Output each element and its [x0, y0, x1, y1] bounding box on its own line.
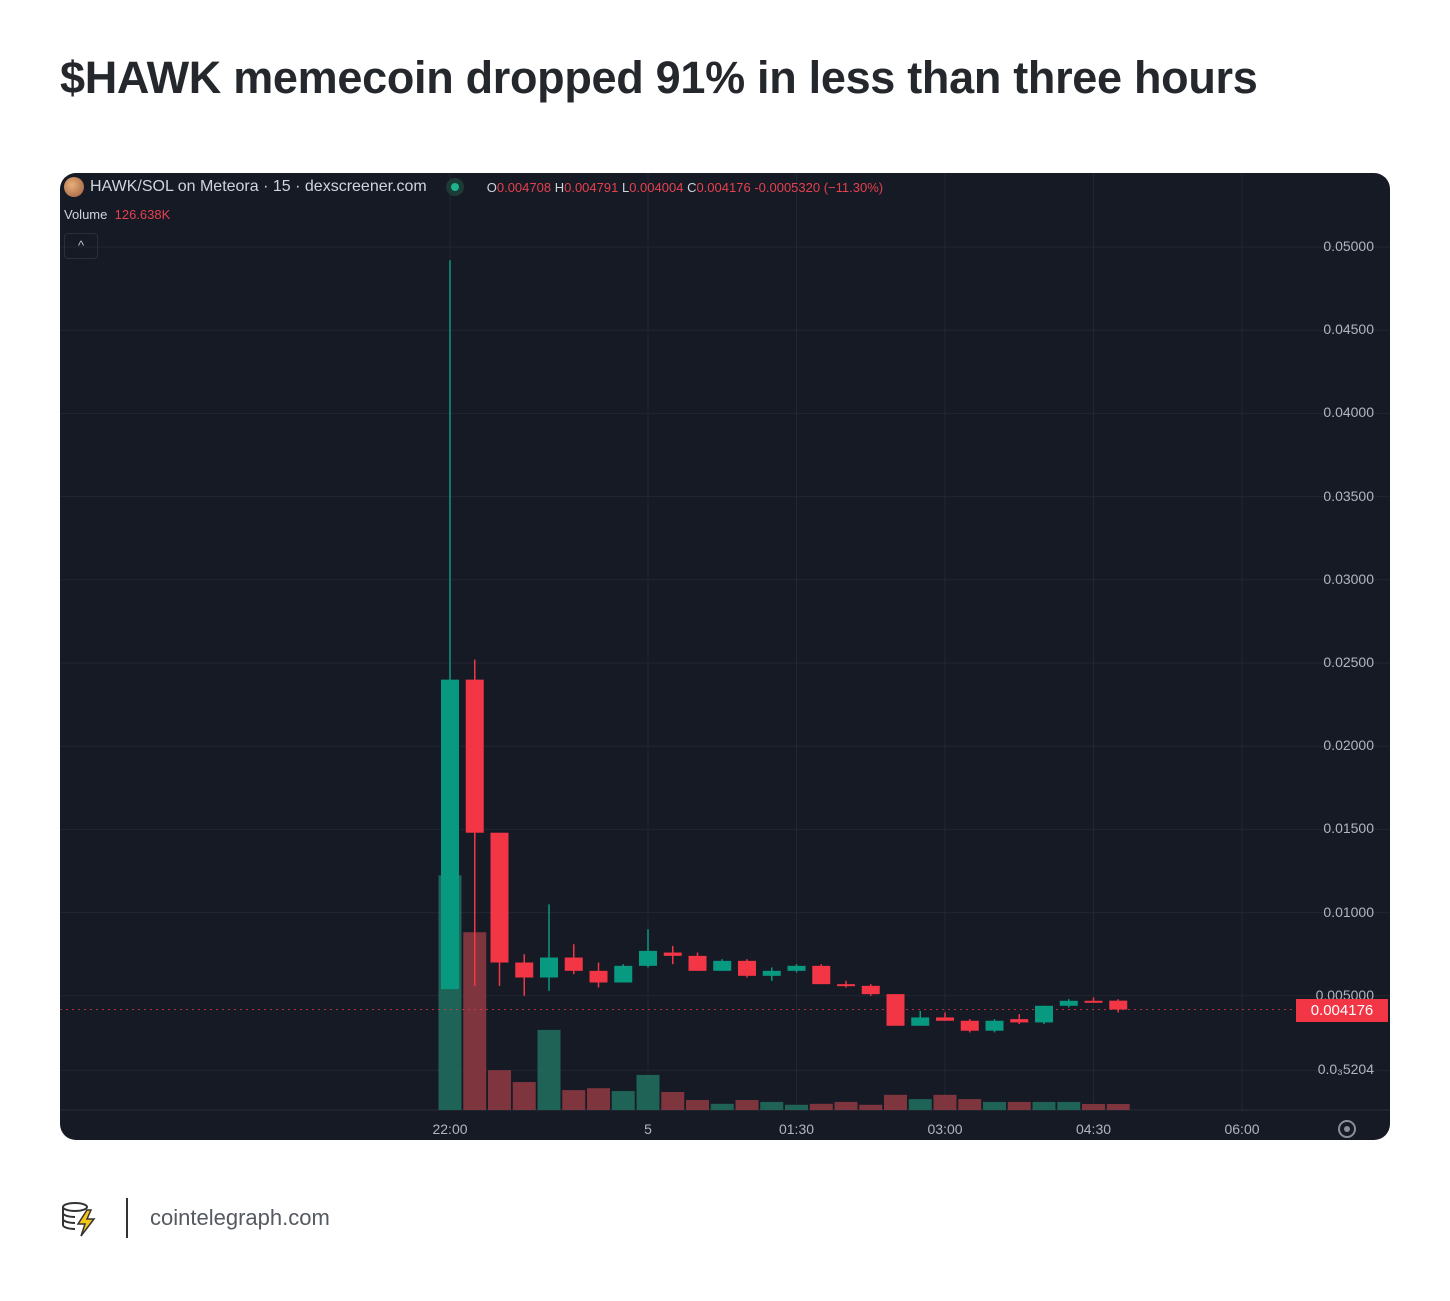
volume-bar — [785, 1104, 808, 1110]
candle-down — [837, 984, 855, 987]
candlestick-chart[interactable]: HAWK/SOL on Meteora · 15 · dexscreener.c… — [60, 173, 1390, 1140]
volume-bar — [636, 1074, 660, 1110]
candle-down — [861, 985, 880, 995]
volume-bar — [710, 1103, 734, 1110]
candle-down — [936, 1017, 954, 1021]
candle-down — [688, 955, 707, 971]
volume-bar — [958, 1099, 982, 1110]
price-tick-label: 0.03000 — [1323, 570, 1374, 587]
candle-down — [663, 952, 682, 956]
volume-bar — [537, 1029, 561, 1110]
volume-bar — [1082, 1103, 1105, 1110]
candle-down — [490, 832, 509, 963]
price-tick-label: 0.01000 — [1323, 903, 1374, 920]
candle-up — [639, 950, 657, 966]
volume-bar — [1007, 1101, 1031, 1110]
candle-up — [911, 1017, 930, 1026]
volume-bar — [834, 1101, 858, 1110]
volume-bar — [661, 1091, 685, 1110]
price-tick-label: 0.01500 — [1323, 820, 1374, 837]
candle-up — [1035, 1005, 1053, 1023]
chart-plot[interactable] — [60, 173, 1390, 1140]
volume-bar — [760, 1101, 784, 1110]
settings-gear-icon[interactable] — [1338, 1120, 1356, 1138]
candle-down — [589, 970, 608, 983]
time-tick-label: 5 — [644, 1121, 652, 1137]
chart-header: HAWK/SOL on Meteora · 15 · dexscreener.c… — [64, 177, 883, 197]
last-price-label: 0.004176 — [1296, 999, 1388, 1022]
time-tick-label: 06:00 — [1224, 1121, 1260, 1137]
token-avatar-icon — [64, 177, 84, 197]
volume-bar — [908, 1099, 932, 1110]
volume-bar — [983, 1101, 1006, 1110]
candle-down — [960, 1020, 979, 1031]
ohlc-readout: O0.004708 H0.004791 L0.004004 C0.004176 … — [486, 179, 884, 195]
candle-down — [812, 965, 831, 985]
candle-up — [713, 960, 732, 971]
footer: cointelegraph.com — [60, 1198, 330, 1238]
volume-bar — [587, 1088, 610, 1110]
candle-up — [787, 965, 806, 971]
volume-bar — [463, 932, 487, 1110]
symbol-label: HAWK/SOL on Meteora · 15 · dexscreener.c… — [90, 178, 427, 195]
time-tick-label: 01:30 — [778, 1121, 815, 1137]
live-status-dot-icon — [450, 183, 459, 191]
candle-up — [985, 1020, 1004, 1031]
price-tick-label: 0.03500 — [1323, 487, 1374, 504]
volume-bar — [735, 1100, 759, 1110]
candle-up — [540, 957, 558, 978]
cointelegraph-logo-icon — [62, 1202, 96, 1237]
candle-down — [1109, 1000, 1128, 1010]
time-tick-label: 22:00 — [432, 1121, 468, 1137]
price-tick-label: 0.02500 — [1323, 654, 1374, 670]
volume-bar — [611, 1091, 635, 1110]
volume-bar — [1032, 1101, 1056, 1110]
candle-down — [1010, 1019, 1029, 1023]
candle-up — [441, 679, 459, 990]
page-title: $HAWK memecoin dropped 91% in less than … — [60, 52, 1258, 103]
candle-down — [515, 962, 534, 978]
candle-down — [1084, 1000, 1103, 1003]
candle-down — [886, 994, 905, 1026]
site-name: cointelegraph.com — [150, 1205, 330, 1230]
price-tick-label: 0.05000 — [1323, 238, 1374, 254]
volume-bar — [859, 1104, 883, 1110]
price-tick-label: 0.005000 — [1315, 986, 1374, 1003]
candle-up — [614, 965, 633, 983]
price-tick-label: 0.0₃5204 — [1317, 1061, 1374, 1078]
candle-down — [564, 957, 583, 971]
volume-bar — [884, 1094, 907, 1110]
price-tick-label: 0.02000 — [1323, 737, 1374, 754]
volume-bar — [933, 1094, 957, 1110]
volume-bar — [686, 1100, 709, 1110]
volume-bar — [809, 1103, 833, 1110]
volume-bar — [512, 1082, 536, 1110]
volume-readout: Volume 126.638K — [64, 207, 171, 222]
volume-bar — [1106, 1103, 1130, 1110]
collapse-legend-button[interactable]: ^ — [64, 233, 98, 259]
footer-divider — [126, 1198, 128, 1238]
candle-up — [1059, 1000, 1078, 1006]
volume-bar — [1057, 1101, 1081, 1110]
volume-bar — [488, 1070, 511, 1110]
price-tick-label: 0.04500 — [1323, 321, 1374, 338]
price-tick-label: 0.04000 — [1323, 404, 1374, 421]
candle-up — [762, 970, 781, 976]
time-tick-label: 03:00 — [927, 1121, 963, 1137]
candle-down — [465, 679, 484, 833]
volume-bar — [562, 1090, 586, 1110]
candle-down — [738, 960, 756, 976]
time-tick-label: 04:30 — [1075, 1121, 1112, 1137]
